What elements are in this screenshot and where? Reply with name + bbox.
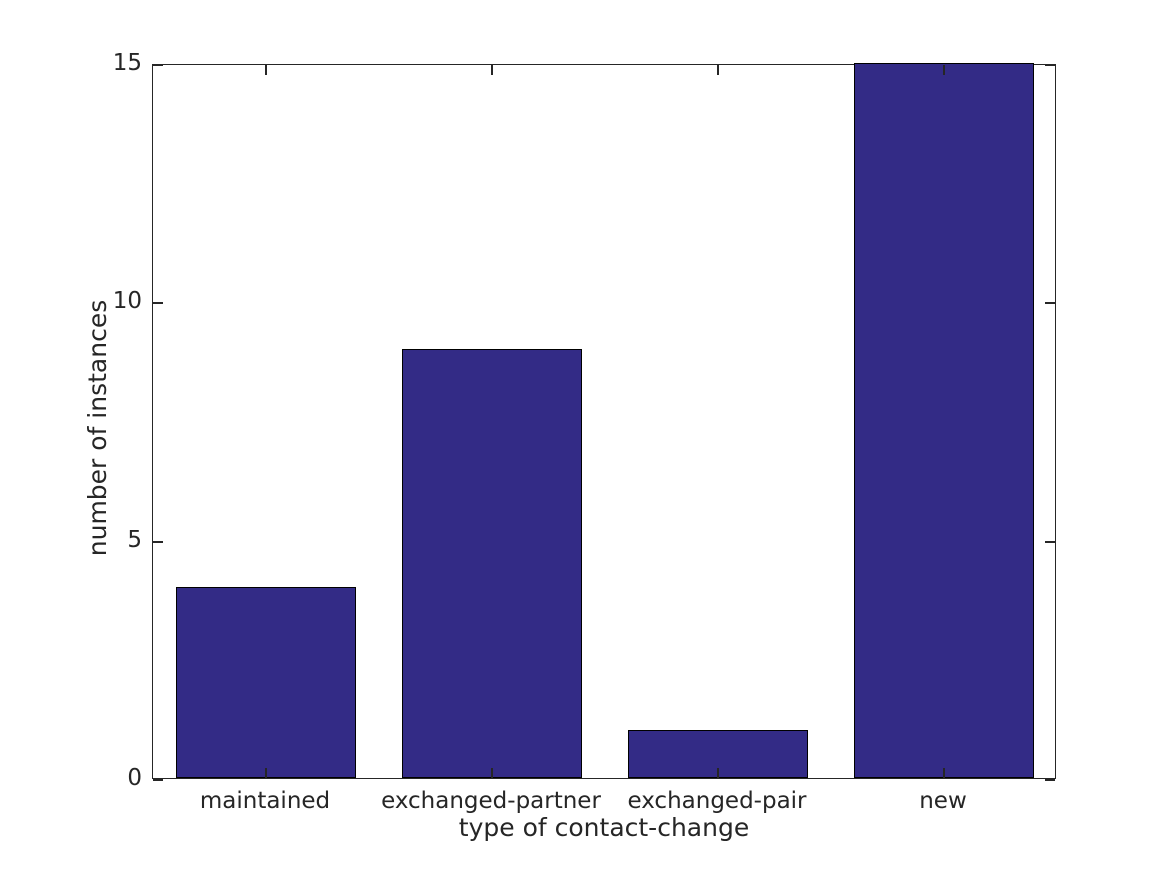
x-axis-label: type of contact-change — [458, 813, 750, 842]
x-axis-tick — [943, 768, 945, 778]
bar-new — [853, 63, 1035, 778]
x-axis-tick — [943, 65, 945, 75]
y-tick-label: 5 — [127, 526, 142, 553]
y-axis-tick — [1045, 64, 1055, 66]
x-tick-label: new — [919, 788, 967, 814]
y-axis-tick — [153, 302, 163, 305]
y-axis-tick — [153, 779, 163, 781]
x-axis-tick — [265, 768, 267, 778]
y-tick-label: 10 — [112, 288, 142, 315]
bar-exchanged-partner — [401, 349, 583, 778]
x-axis-tick — [717, 768, 719, 778]
y-tick-label: 15 — [112, 50, 142, 77]
y-axis-tick — [1045, 302, 1055, 305]
y-axis-label: number of instances — [83, 299, 112, 557]
x-axis-tick — [717, 65, 719, 75]
x-tick-label: exchanged-partner — [381, 788, 601, 814]
x-tick-label: maintained — [199, 788, 331, 814]
y-axis-tick — [153, 540, 163, 543]
y-axis-tick — [1045, 540, 1055, 543]
x-axis-tick — [491, 768, 493, 778]
y-tick-label: 0 — [127, 765, 142, 792]
x-tick-label: exchanged-pair — [627, 788, 807, 814]
plot-area — [152, 63, 1056, 781]
x-axis-tick — [265, 65, 267, 75]
x-axis-tick — [491, 65, 493, 75]
y-axis-tick — [153, 64, 163, 66]
y-axis-tick — [1045, 779, 1055, 781]
bar-maintained — [175, 587, 357, 778]
